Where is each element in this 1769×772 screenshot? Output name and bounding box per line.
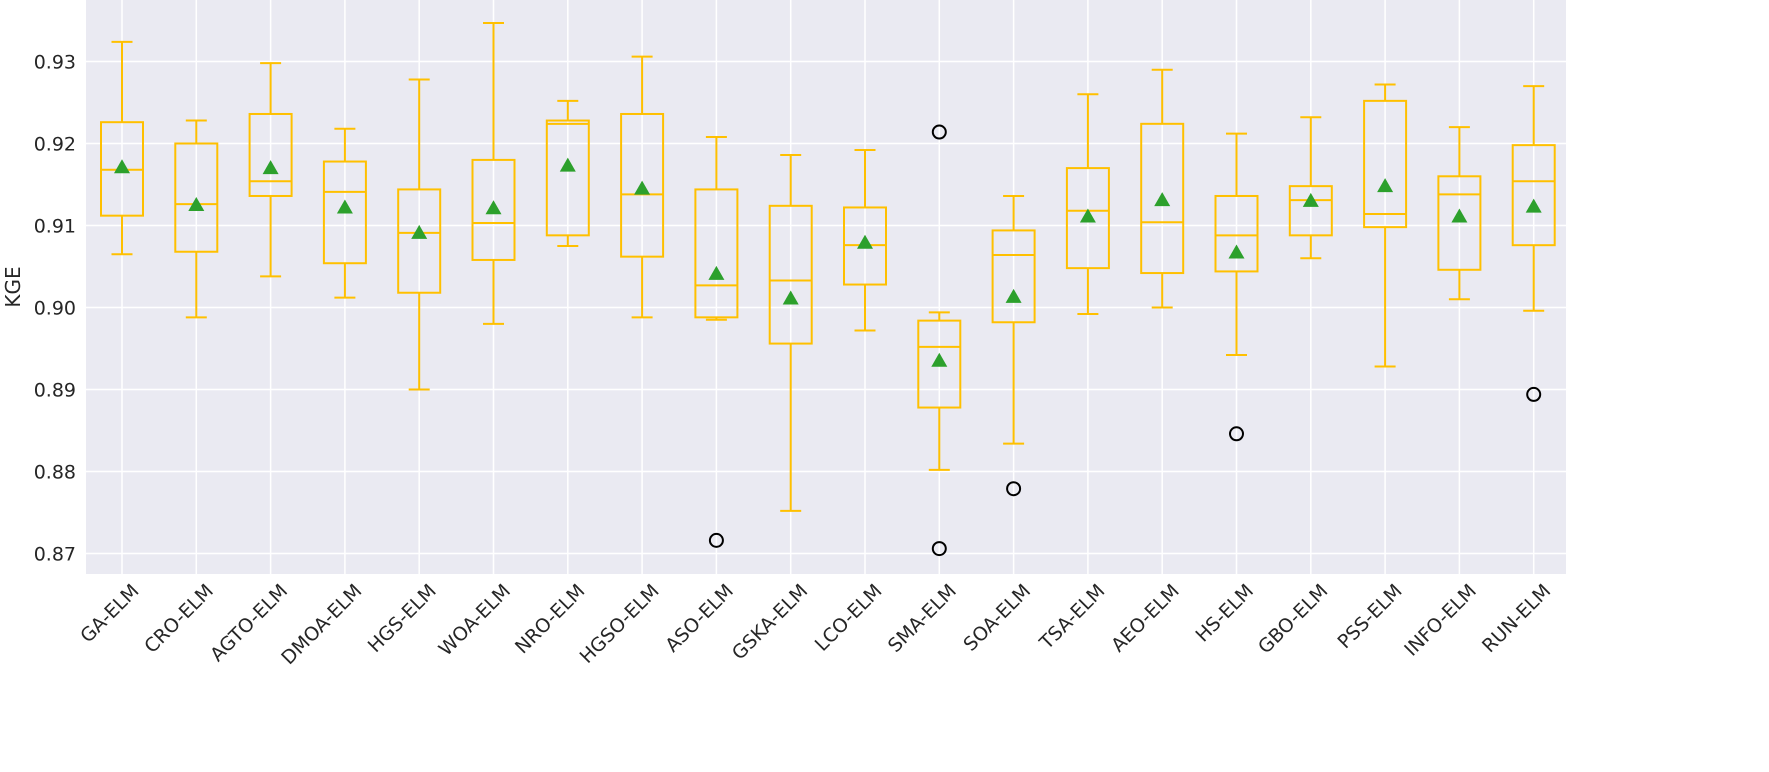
x-tick-label: HGS-ELM <box>364 580 441 657</box>
mean-marker <box>1154 192 1171 207</box>
y-tick-label: 0.93 <box>34 52 76 74</box>
mean-marker <box>1005 288 1022 303</box>
box-lco-elm <box>843 149 887 332</box>
x-tick-label: HGSO-ELM <box>576 580 664 668</box>
outlier-point <box>1006 481 1022 497</box>
mean-marker <box>931 352 948 367</box>
x-tick-label: HS-ELM <box>1191 580 1258 647</box>
mean-marker <box>262 160 279 175</box>
iqr-box <box>1363 99 1408 229</box>
iqr-box <box>1288 185 1333 237</box>
box-run-elm <box>1511 85 1556 402</box>
y-tick-label: 0.87 <box>34 544 76 566</box>
box-gbo-elm <box>1288 116 1333 260</box>
box-aso-elm <box>694 135 739 548</box>
mean-marker <box>114 159 130 174</box>
mean-marker <box>857 234 873 249</box>
box-woa-elm <box>471 21 516 325</box>
box-soa-elm <box>991 194 1036 497</box>
box-ga-elm <box>100 40 144 256</box>
y-axis-label: KGE <box>1 266 25 307</box>
mean-marker <box>336 199 353 214</box>
box-pss-elm <box>1363 83 1408 368</box>
mean-marker <box>1302 192 1319 207</box>
box-agto-elm <box>248 62 293 278</box>
box-dmoa-elm <box>322 127 367 299</box>
y-tick-label: 0.90 <box>34 298 76 320</box>
y-tick-label: 0.89 <box>34 380 76 402</box>
x-tick-label: DMOA-ELM <box>277 580 366 669</box>
box-sma-elm <box>917 124 962 557</box>
x-tick-label: AEO-ELM <box>1107 580 1184 657</box>
outlier-point <box>708 532 724 548</box>
x-tick-label: LCO-ELM <box>811 580 887 656</box>
y-tick-label: 0.91 <box>34 216 76 238</box>
mean-marker <box>634 180 651 195</box>
mean-marker <box>708 265 725 280</box>
y-axis-ticks: 0.87 0.88 0.89 0.90 0.91 0.92 0.93 <box>34 52 76 566</box>
box-series <box>100 21 1556 557</box>
x-tick-label: CRO-ELM <box>140 580 218 658</box>
iqr-box <box>917 319 962 409</box>
x-tick-label: GA-ELM <box>76 580 143 647</box>
box-hgso-elm <box>620 55 665 319</box>
box-aeo-elm <box>1140 68 1185 309</box>
iqr-box <box>1511 144 1556 247</box>
mean-marker <box>1377 178 1394 193</box>
mean-marker <box>1525 198 1542 213</box>
x-tick-label: ASO-ELM <box>661 580 738 657</box>
outlier-point <box>1526 386 1542 402</box>
iqr-box <box>620 112 665 258</box>
plot-area <box>86 0 1566 574</box>
box-tsa-elm <box>1065 93 1110 316</box>
mean-marker <box>1228 244 1245 259</box>
outlier-point <box>1229 426 1244 442</box>
iqr-box <box>768 204 813 345</box>
y-tick-label: 0.88 <box>34 462 76 484</box>
x-tick-label: SOA-ELM <box>959 580 1035 656</box>
iqr-box <box>1065 167 1110 270</box>
outlier-point <box>931 124 947 140</box>
mean-marker <box>188 197 205 211</box>
x-tick-label: GSKA-ELM <box>728 580 812 664</box>
mean-marker <box>485 200 502 215</box>
iqr-box <box>1437 175 1482 271</box>
x-tick-label: PSS-ELM <box>1334 580 1407 653</box>
box-gska-elm <box>768 153 813 512</box>
iqr-box <box>1214 194 1259 273</box>
iqr-box <box>248 112 293 197</box>
outlier-point <box>931 541 947 557</box>
mean-marker <box>1079 208 1096 223</box>
iqr-box <box>397 188 442 294</box>
x-tick-label: TSA-ELM <box>1035 580 1110 655</box>
mean-marker <box>782 290 799 305</box>
iqr-box <box>694 188 739 319</box>
box-info-elm <box>1437 126 1482 301</box>
x-tick-label: NRO-ELM <box>511 580 589 658</box>
iqr-box <box>1140 122 1185 275</box>
iqr-box <box>545 119 590 237</box>
iqr-box <box>471 158 516 261</box>
box-cro-elm <box>174 119 219 319</box>
x-tick-label: RUN-ELM <box>1478 580 1555 657</box>
x-axis-ticks: GA-ELMCRO-ELMAGTO-ELMDMOA-ELMHGS-ELMWOA-… <box>76 580 1555 669</box>
mean-marker <box>559 157 576 172</box>
box-hs-elm <box>1214 132 1259 442</box>
x-tick-label: WOA-ELM <box>435 580 515 660</box>
mean-marker <box>411 224 428 239</box>
iqr-box <box>174 142 219 253</box>
iqr-box <box>322 160 367 265</box>
box-hgs-elm <box>397 78 442 391</box>
x-tick-label: INFO-ELM <box>1400 580 1481 661</box>
y-tick-label: 0.92 <box>34 134 76 156</box>
x-tick-label: GBO-ELM <box>1254 580 1332 658</box>
iqr-box <box>991 229 1036 324</box>
mean-marker <box>1451 208 1468 223</box>
box-nro-elm <box>545 99 590 247</box>
x-tick-label: SMA-ELM <box>884 580 961 657</box>
